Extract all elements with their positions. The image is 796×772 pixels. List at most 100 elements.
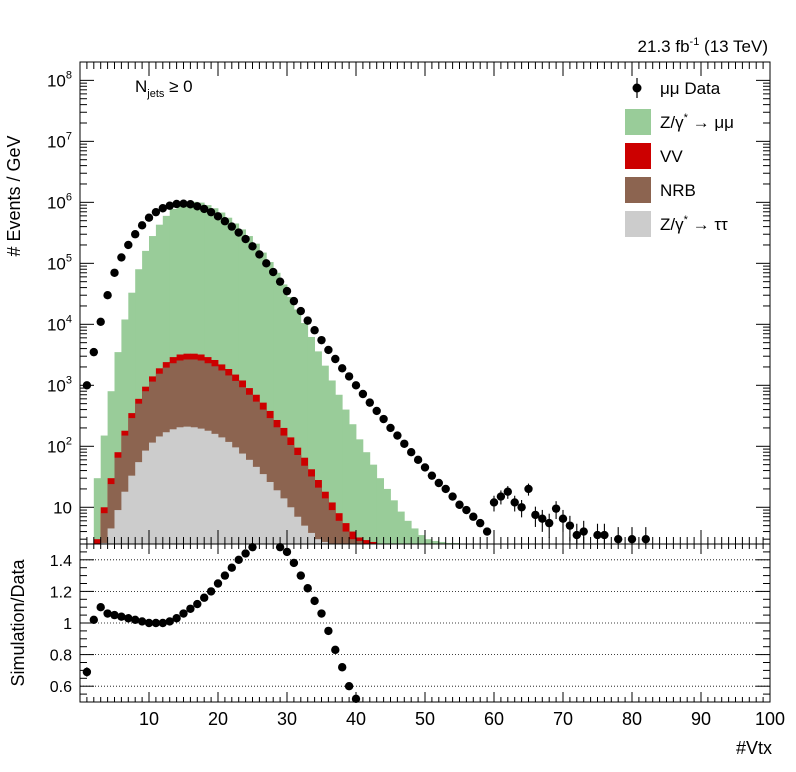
legend-entry-vv: VV [625,143,683,169]
bar-nrb [121,435,129,544]
data-point [103,291,112,300]
ratio-point [317,609,326,618]
ratio-point [241,549,250,558]
data-point [407,448,416,457]
bar-zmumu [314,351,322,544]
ratio-point [158,618,167,628]
legend-vv-swatch [625,143,651,169]
bar-zmumu [383,488,391,544]
y-tick-label-exponent: 2 [66,435,72,447]
bar-ztautau [293,516,302,544]
ratio-point [324,626,333,636]
bar-ztautau [273,490,281,544]
data-point [393,431,402,440]
data-point [600,530,609,540]
bar-ztautau [259,474,267,544]
y-tick-label: 10 [53,498,72,517]
bar-ztautau [197,428,205,544]
data-point [503,487,512,496]
bar-zmumu [287,297,295,544]
bar-ztautau [128,475,136,544]
bar-zmumu [114,352,122,544]
x-tick-label: 40 [346,709,366,729]
data-point [144,213,154,222]
ratio-point [131,615,140,625]
data-point [317,335,326,345]
ratio-point [220,571,230,580]
bar-vv [362,540,371,544]
luminosity-label: 21.3 fb-1 (13 TeV) [638,36,768,56]
bar-ztautau [149,442,157,544]
luminosity-prefix: 21.3 fb [638,37,690,56]
legend-ztautau-swatch [625,211,651,237]
bar-ztautau [190,427,198,544]
legend-zmumu-sup: * [684,112,689,124]
data-point [379,414,388,424]
ratio-axis-ticks: 10 20 30 40 50 60 70 80 90 100 0.6 0.8 1 1.2 1.4 [50,543,785,729]
bar-zmumu [362,452,371,544]
ratio-panel: 10 20 30 40 50 60 70 80 90 100 0.6 0.8 1 1.2 1.4 Simul… [8,542,785,758]
bar-zmumu [328,380,336,544]
bar-zmumu [411,528,419,544]
njets-tail: ≥ 0 [164,77,192,96]
data-point [124,240,133,250]
ratio-point [275,542,285,552]
x-tick-label: 10 [139,709,159,729]
data-point [262,259,271,268]
ratio-gridlines [80,559,770,687]
y-tick-label-base: 10 [47,132,66,151]
bar-zmumu [438,541,447,544]
data-point [510,498,519,507]
ratio-point [117,612,126,621]
y-tick-label-base: 10 [47,437,66,456]
legend-ztautau-main: Z/γ [660,215,684,234]
data-point [338,364,347,373]
y-tick-label-exponent: 7 [66,130,72,142]
data-point [434,478,443,488]
bar-nrb [100,513,108,544]
bar-zmumu [404,520,412,544]
data-point [558,514,568,523]
njets-annotation: Njets ≥ 0 [135,77,193,100]
bar-nrb [349,539,357,544]
ratio-y-tick-label: 1.2 [50,584,72,601]
bar-zmumu [273,272,281,544]
bar-zmumu [452,542,460,544]
bar-zmumu [445,542,453,544]
y-tick-label-base: 10 [47,71,66,90]
ratio-point [96,603,105,612]
bar-ztautau [287,507,295,544]
data-point [234,228,243,237]
bar-nrb [114,457,122,544]
bar-nrb [273,427,281,544]
ratio-point [179,609,188,618]
x-tick-label: 30 [277,709,297,729]
ratio-y-tick-label: 0.6 [50,679,72,696]
data-point [593,530,602,540]
data-point [482,527,492,536]
bar-nrb [107,484,115,544]
legend-zmumu-swatch [625,109,651,135]
bar-zmumu [252,243,260,544]
y-tick-label-base: 10 [47,254,66,273]
ratio-point [331,645,340,655]
bar-zmumu [418,535,426,544]
data-point [448,492,457,501]
y-tick-label-base: 10 [47,376,66,395]
data-point [255,250,264,259]
ratio-point [351,694,361,704]
y-tick-label-exponent: 4 [66,313,72,325]
y-tick-label: 102 [47,435,72,456]
bar-zmumu [280,284,288,544]
legend-vv-label: VV [660,147,683,166]
data-point [227,222,236,231]
data-point [386,423,395,433]
ratio-point [137,617,147,626]
luminosity-superscript: -1 [690,36,700,48]
y-tick-label: 104 [47,313,72,334]
data-point [96,317,105,326]
y-tick-label-exponent: 5 [66,252,72,264]
y-tick-label: 108 [47,69,72,90]
legend-ztautau-sup: * [684,214,689,226]
